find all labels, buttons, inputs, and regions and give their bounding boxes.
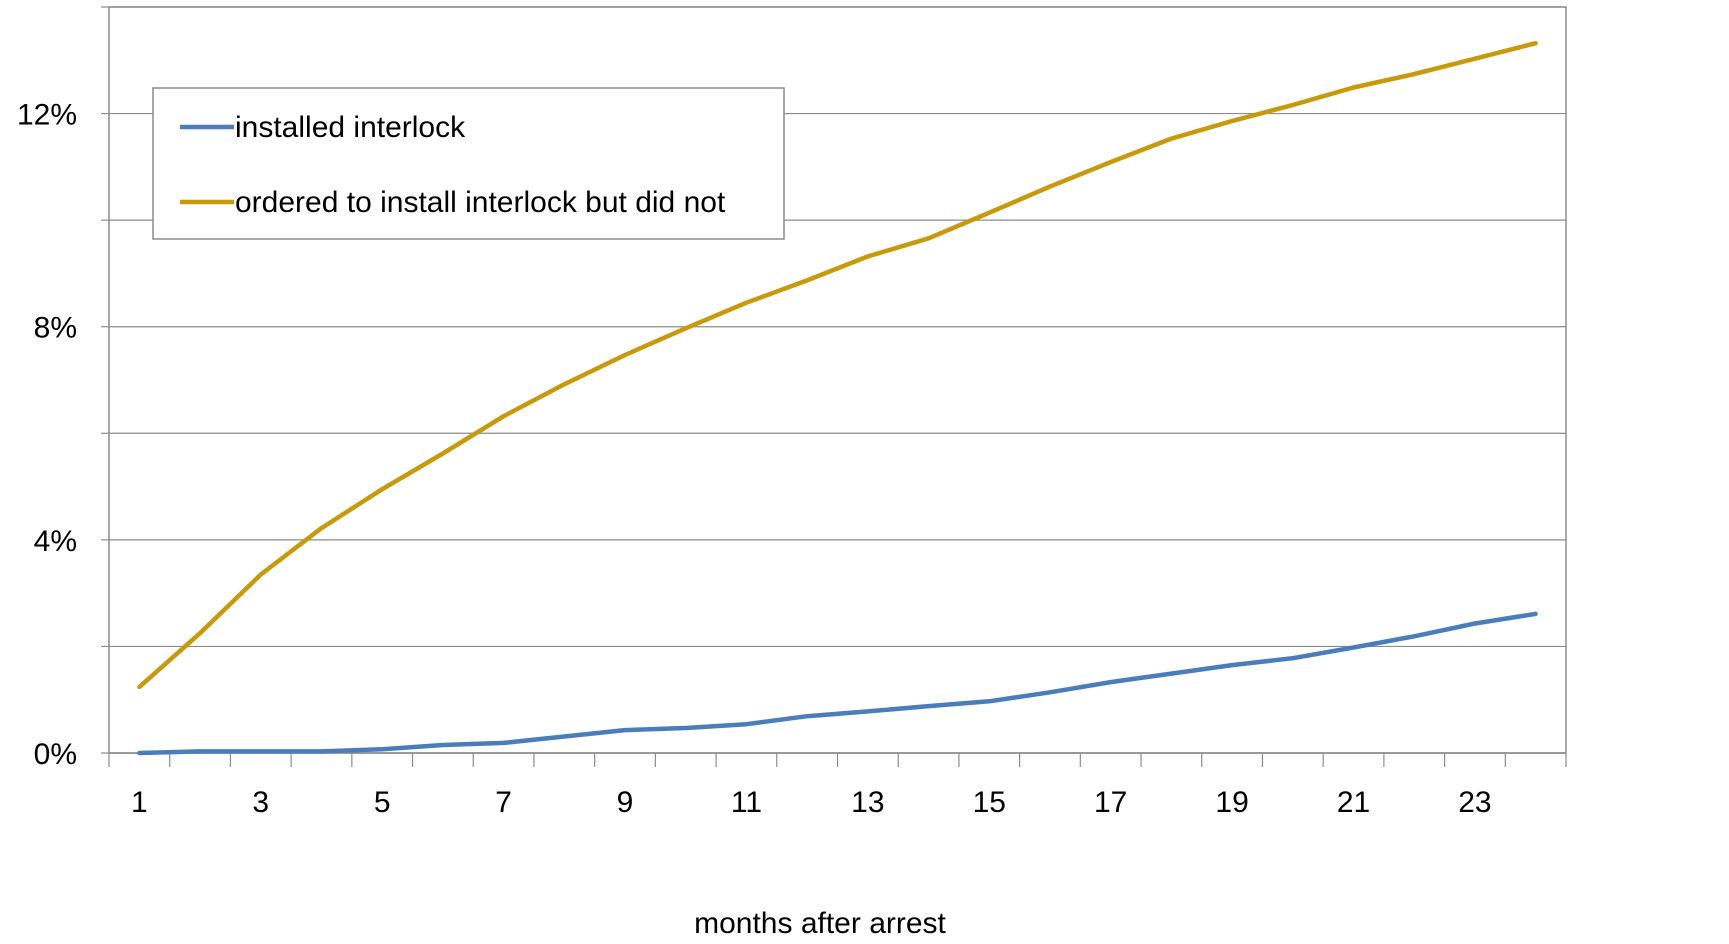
x-tick-label: 1 (131, 786, 148, 819)
x-tick-label: 5 (374, 786, 391, 819)
x-axis-title: months after arrest (694, 907, 946, 940)
x-tick-label: 9 (617, 786, 634, 819)
x-tick-label: 11 (731, 786, 762, 819)
x-axis: 1 3 5 7 9 11 13 15 17 19 21 23 (108, 752, 1567, 819)
x-tick-label: 13 (851, 786, 884, 819)
x-tick-label: 21 (1337, 786, 1370, 819)
x-tick-label: 3 (252, 786, 269, 819)
legend-label-ordered-not-installed: ordered to install interlock but did not (235, 186, 726, 219)
y-tick-label: 4% (34, 525, 77, 558)
x-tick-label: 23 (1458, 786, 1491, 819)
y-tick-label: 8% (34, 312, 77, 345)
x-tick-label: 7 (495, 786, 512, 819)
x-tick-label: 19 (1215, 786, 1248, 819)
y-tick-label: 0% (34, 738, 77, 771)
legend-box (152, 87, 785, 240)
series-line-0 (137, 611, 1538, 756)
x-tick-label: 15 (973, 786, 1006, 819)
legend: installed interlock ordered to install i… (152, 87, 785, 240)
series-lines (137, 40, 1538, 756)
legend-label-installed-interlock: installed interlock (235, 111, 466, 144)
series-line-1 (137, 40, 1538, 690)
y-tick-label: 12% (17, 99, 77, 132)
x-tick-label: 17 (1094, 786, 1127, 819)
y-axis: 0% 4% 8% 12% (17, 6, 109, 771)
